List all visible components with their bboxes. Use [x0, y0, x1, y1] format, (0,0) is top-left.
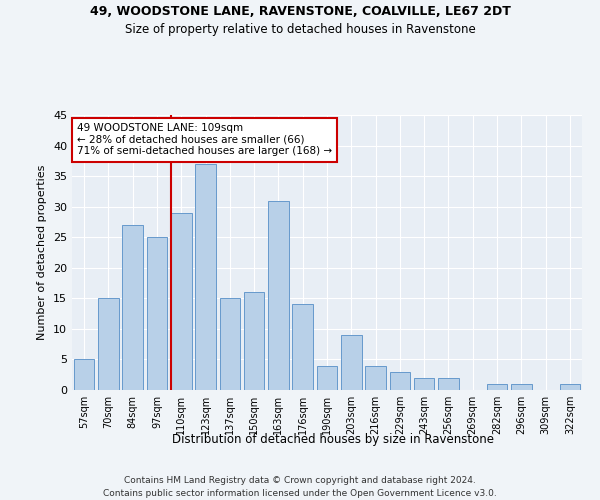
Bar [146, 237, 167, 390]
Bar [98, 298, 119, 390]
Bar [365, 366, 386, 390]
Bar [317, 366, 337, 390]
Text: Contains HM Land Registry data © Crown copyright and database right 2024.
Contai: Contains HM Land Registry data © Crown c… [103, 476, 497, 498]
Bar [195, 164, 216, 390]
Bar [244, 292, 265, 390]
Bar [220, 298, 240, 390]
Text: Size of property relative to detached houses in Ravenstone: Size of property relative to detached ho… [125, 22, 475, 36]
Y-axis label: Number of detached properties: Number of detached properties [37, 165, 47, 340]
Bar [341, 335, 362, 390]
Bar [389, 372, 410, 390]
Bar [292, 304, 313, 390]
Bar [560, 384, 580, 390]
Text: 49, WOODSTONE LANE, RAVENSTONE, COALVILLE, LE67 2DT: 49, WOODSTONE LANE, RAVENSTONE, COALVILL… [89, 5, 511, 18]
Text: Distribution of detached houses by size in Ravenstone: Distribution of detached houses by size … [172, 432, 494, 446]
Bar [438, 378, 459, 390]
Text: 49 WOODSTONE LANE: 109sqm
← 28% of detached houses are smaller (66)
71% of semi-: 49 WOODSTONE LANE: 109sqm ← 28% of detac… [77, 123, 332, 156]
Bar [511, 384, 532, 390]
Bar [171, 213, 191, 390]
Bar [414, 378, 434, 390]
Bar [487, 384, 508, 390]
Bar [74, 360, 94, 390]
Bar [268, 200, 289, 390]
Bar [122, 225, 143, 390]
